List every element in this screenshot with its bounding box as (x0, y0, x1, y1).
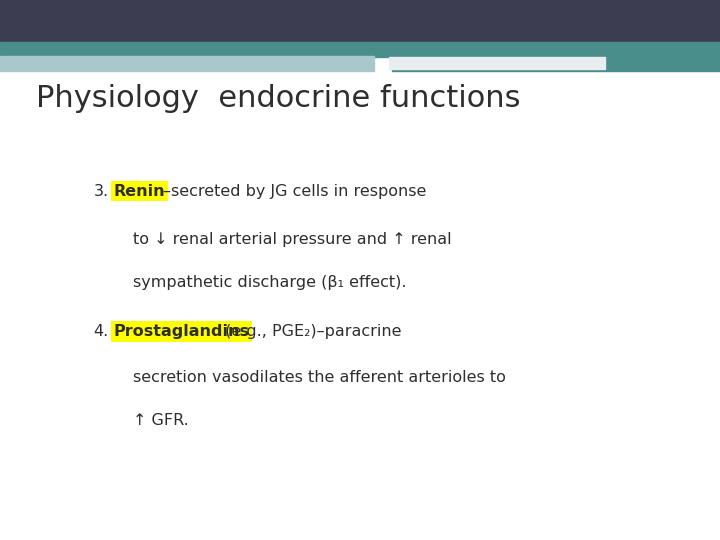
Text: Renin: Renin (114, 184, 166, 199)
Text: to ↓ renal arterial pressure and ↑ renal: to ↓ renal arterial pressure and ↑ renal (133, 232, 452, 247)
Bar (0, 56, 374, 71)
Bar (0, 42, 720, 57)
Text: –secreted by JG cells in response: –secreted by JG cells in response (163, 184, 426, 199)
Text: Physiology  endocrine functions: Physiology endocrine functions (36, 84, 521, 113)
Bar (392, 56, 720, 71)
Text: Prostaglandins: Prostaglandins (114, 324, 250, 339)
Bar (389, 57, 605, 69)
Text: 3.: 3. (94, 184, 109, 199)
Text: (e.g., PGE₂)–paracrine: (e.g., PGE₂)–paracrine (220, 324, 402, 339)
Text: ↑ GFR.: ↑ GFR. (133, 413, 189, 428)
Text: secretion vasodilates the afferent arterioles to: secretion vasodilates the afferent arter… (133, 370, 506, 385)
Text: sympathetic discharge (β₁ effect).: sympathetic discharge (β₁ effect). (133, 275, 407, 291)
Text: 4.: 4. (94, 324, 109, 339)
Bar (0, 0, 720, 43)
